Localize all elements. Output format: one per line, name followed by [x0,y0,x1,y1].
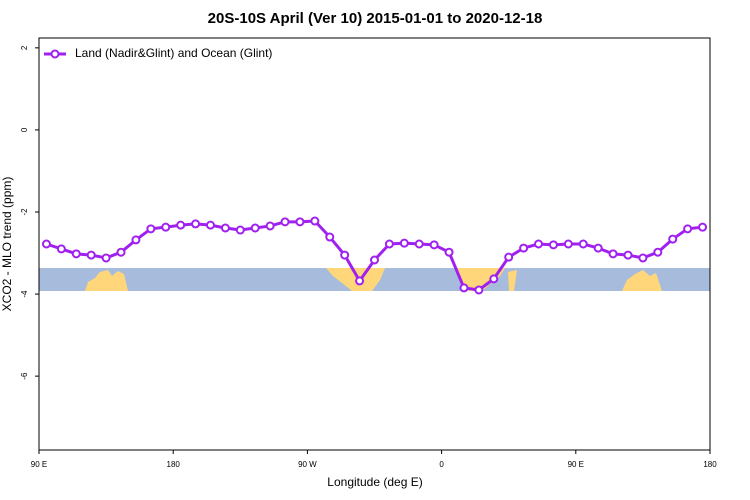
point [101,253,111,263]
point [340,250,350,260]
point [474,285,484,295]
point [161,222,171,232]
point [399,238,409,248]
legend-label: Land (Nadir&Glint) and Ocean (Glint) [75,46,272,60]
legend-marker [50,49,60,59]
y-tick-label: 0 [20,127,29,132]
y-tick-label: 2 [20,45,29,50]
point [414,239,424,249]
point [310,216,320,226]
point [548,240,558,250]
point [295,217,305,227]
point [220,223,230,233]
point [370,255,379,265]
point [519,243,529,253]
point [56,244,66,254]
point [653,247,663,257]
point [489,274,499,284]
point [86,250,96,260]
chart-title: 20S-10S April (Ver 10) 2015-01-01 to 202… [208,10,543,27]
plot-frame [38,37,711,451]
point [384,239,394,249]
point [608,249,618,259]
point [250,223,260,233]
x-tick-label: 180 [167,460,181,469]
point [116,247,126,257]
point [235,225,245,235]
x-tick-label: 90 E [568,460,584,469]
x-tick-label: 180 [703,460,717,469]
point [191,219,201,229]
point [429,240,439,250]
point [504,252,514,262]
y-axis-label: XCO2 - MLO trend (ppm) [0,177,14,312]
point [41,239,51,249]
point [698,222,708,232]
point [534,239,544,249]
x-tick-label: 0 [439,460,444,469]
point [265,221,275,231]
point [355,276,365,286]
point [623,250,633,260]
point [444,247,454,257]
point [131,235,141,245]
point [578,239,588,249]
point [683,224,693,234]
point [325,232,335,242]
x-tick-label: 90 E [31,460,47,469]
x-tick-label: 90 W [298,460,317,469]
point [638,253,648,263]
y-tick-label: -4 [20,290,29,298]
point [563,239,573,249]
point [146,224,156,234]
point [593,243,603,253]
point [176,220,186,230]
y-tick-label: -6 [20,372,29,380]
point [280,217,290,227]
point [205,220,215,230]
point [71,249,81,259]
point [668,234,678,244]
x-axis-label: Longitude (deg E) [327,475,422,489]
y-tick-label: -2 [20,208,29,216]
point [459,283,469,293]
